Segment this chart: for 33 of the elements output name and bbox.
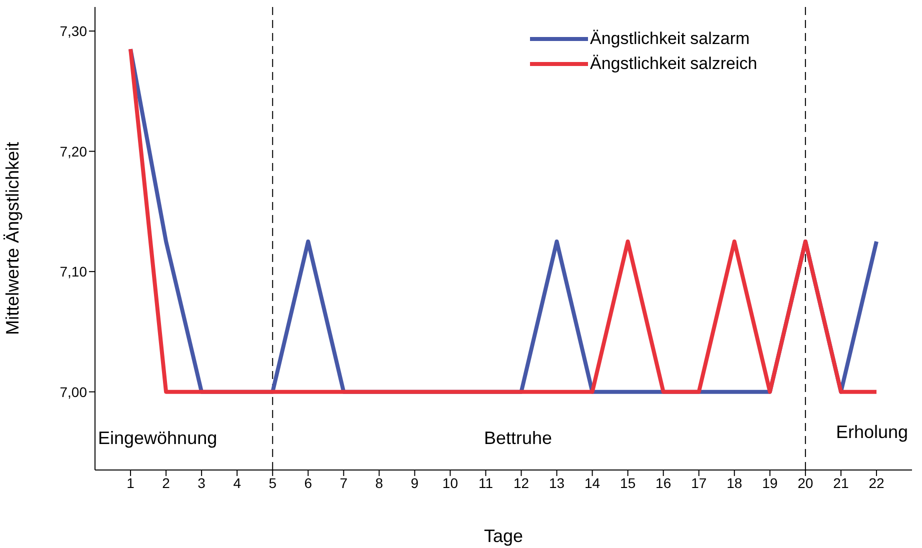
- x-tick-label: 9: [410, 474, 419, 491]
- x-tick-label: 4: [233, 474, 242, 491]
- y-tick-label: 7,20: [60, 143, 88, 160]
- annotation: Bettruhe: [484, 428, 552, 449]
- annotation: Eingewöhnung: [98, 428, 218, 449]
- x-tick-label: 20: [798, 474, 814, 491]
- y-tick-label: 7,00: [60, 384, 88, 400]
- x-tick-label: 12: [513, 474, 530, 491]
- x-tick-label: 1: [126, 474, 135, 491]
- x-tick-label: 18: [726, 474, 742, 491]
- x-tick-label: 3: [198, 474, 206, 491]
- y-tick-label: 7,30: [60, 23, 88, 40]
- x-tick-label: 2: [162, 474, 170, 491]
- x-tick-label: 15: [620, 474, 636, 491]
- x-tick-label: 13: [548, 474, 565, 491]
- x-tick-label: 8: [375, 474, 384, 491]
- x-tick-label: 6: [304, 474, 312, 491]
- legend-label: Ängstlichkeit salzreich: [590, 53, 758, 74]
- y-axis-title: Mittelwerte Ängstlichkeit: [2, 142, 22, 336]
- x-tick-label: 10: [442, 474, 458, 491]
- annotation: Erholung: [836, 422, 908, 443]
- x-tick-label: 19: [762, 474, 778, 491]
- x-tick-label: 21: [833, 474, 849, 491]
- x-tick-label: 17: [691, 474, 707, 491]
- x-tick-label: 5: [268, 474, 277, 491]
- x-tick-label: 22: [868, 474, 884, 491]
- y-tick-label: 7,10: [60, 264, 88, 280]
- x-axis-title: Tage: [484, 526, 524, 546]
- x-tick-label: 16: [656, 474, 672, 491]
- legend-label: Ängstlichkeit salzarm: [590, 28, 751, 49]
- x-tick-label: 7: [340, 474, 348, 491]
- x-tick-label: 11: [478, 474, 494, 491]
- x-tick-label: 14: [584, 474, 600, 491]
